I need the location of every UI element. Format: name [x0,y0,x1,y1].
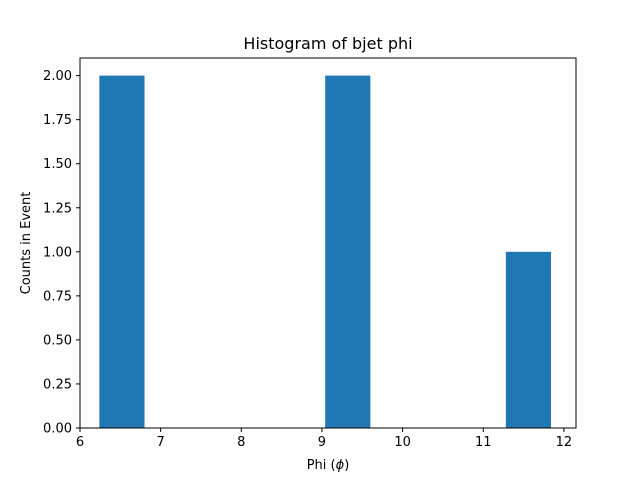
x-tick-label: 7 [157,435,165,450]
x-axis-label-symbol: ϕ [336,458,345,473]
y-tick-label: 0.50 [43,333,72,348]
y-axis-ticks: 0.00 0.25 0.50 0.75 1.00 1.25 1.50 1.75 2.00 [43,69,80,437]
y-tick-label: 1.75 [43,113,72,128]
x-tick-label: 6 [76,435,84,450]
bars-group [99,75,551,428]
plot-frame [79,57,577,429]
x-axis-label: Phi (ϕ) [307,458,350,473]
x-axis-ticks: 6 7 8 9 10 11 12 [76,428,572,450]
y-tick-label: 1.50 [43,157,72,172]
histogram-bar [99,75,145,428]
x-axis-label-suffix: ) [344,458,349,473]
y-tick-label: 0.00 [43,422,72,437]
y-tick-label: 1.00 [43,245,72,260]
y-tick-label: 0.75 [43,289,72,304]
y-tick-label: 1.25 [43,201,72,216]
y-tick-label: 0.25 [43,377,72,392]
x-tick-label: 9 [318,435,326,450]
x-tick-label: 12 [556,435,573,450]
x-tick-label: 11 [475,435,492,450]
x-axis-label-prefix: Phi ( [307,458,336,473]
y-axis-label: Counts in Event [19,192,34,295]
histogram-bar [325,75,371,428]
y-tick-label: 2.00 [43,69,72,84]
chart-title: Histogram of bjet phi [243,34,412,53]
histogram-bar [505,251,551,428]
x-tick-label: 8 [237,435,245,450]
x-tick-label: 10 [394,435,411,450]
